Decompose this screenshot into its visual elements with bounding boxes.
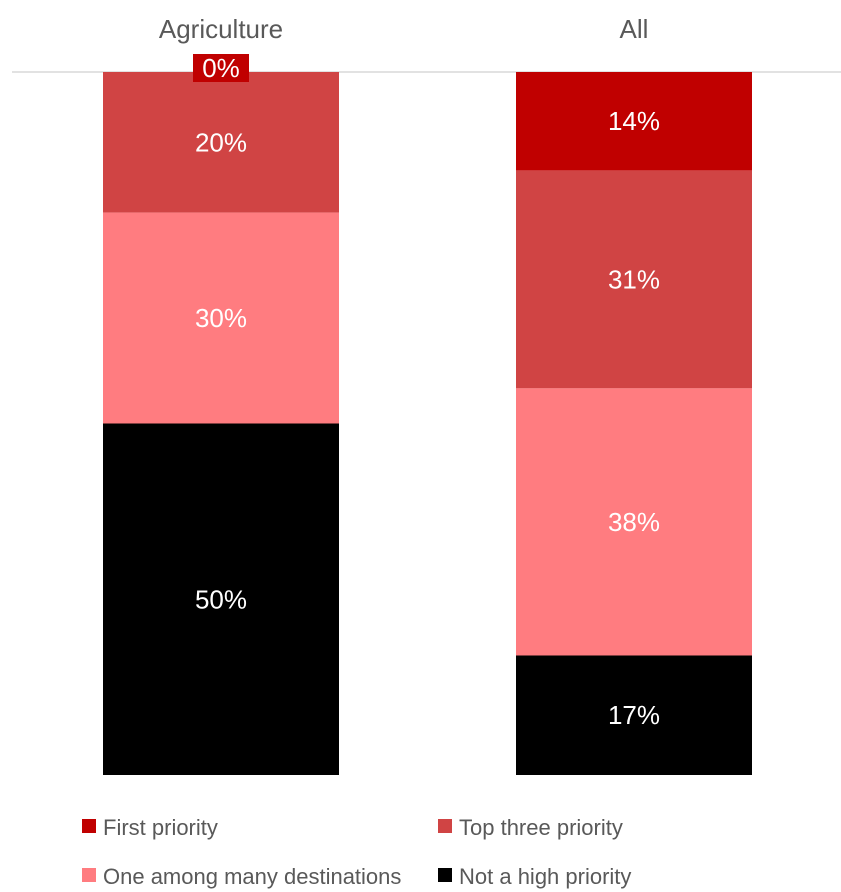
data-label-box-agriculture-first-priority	[193, 54, 249, 82]
bar-segment-agriculture-not-a-high-priority	[103, 423, 339, 775]
data-label-all-one-among-many-destinations: 38%	[608, 507, 660, 537]
legend-label-one-among-many-destinations: One among many destinations	[103, 864, 401, 889]
legend-swatch-first-priority	[82, 819, 96, 833]
data-label-all-not-a-high-priority: 17%	[608, 700, 660, 730]
bar-segment-agriculture-top-three-priority	[103, 72, 339, 213]
legend-swatch-one-among-many-destinations	[82, 868, 96, 882]
legend-label-not-a-high-priority: Not a high priority	[459, 864, 631, 889]
bar-segment-all-not-a-high-priority	[516, 655, 752, 775]
bars	[103, 72, 752, 775]
data-labels: 0% 20% 30% 50% 14% 31% 38% 17%	[193, 53, 660, 730]
bar-segment-agriculture-one-among-many-destinations	[103, 212, 339, 424]
legend-label-top-three-priority: Top three priority	[459, 815, 623, 840]
bar-segment-all-top-three-priority	[516, 170, 752, 389]
category-label-agriculture: Agriculture	[159, 14, 283, 44]
legend: First priority Top three priority One amon…	[82, 815, 631, 889]
bar-segment-all-one-among-many-destinations	[516, 388, 752, 656]
legend-swatch-top-three-priority	[438, 819, 452, 833]
legend-swatch-not-a-high-priority	[438, 868, 452, 882]
data-label-agriculture-first-priority: 0%	[202, 53, 240, 83]
legend-label-first-priority: First priority	[103, 815, 218, 840]
data-label-all-first-priority: 14%	[608, 106, 660, 136]
data-label-all-top-three-priority: 31%	[608, 264, 660, 294]
category-label-all: All	[620, 14, 649, 44]
data-label-agriculture-top-three-priority: 20%	[195, 127, 247, 157]
category-labels: Agriculture All	[159, 14, 649, 44]
data-label-agriculture-not-a-high-priority: 50%	[195, 584, 247, 614]
bar-segment-all-first-priority	[516, 72, 752, 171]
data-label-agriculture-one-among-many-destinations: 30%	[195, 303, 247, 333]
